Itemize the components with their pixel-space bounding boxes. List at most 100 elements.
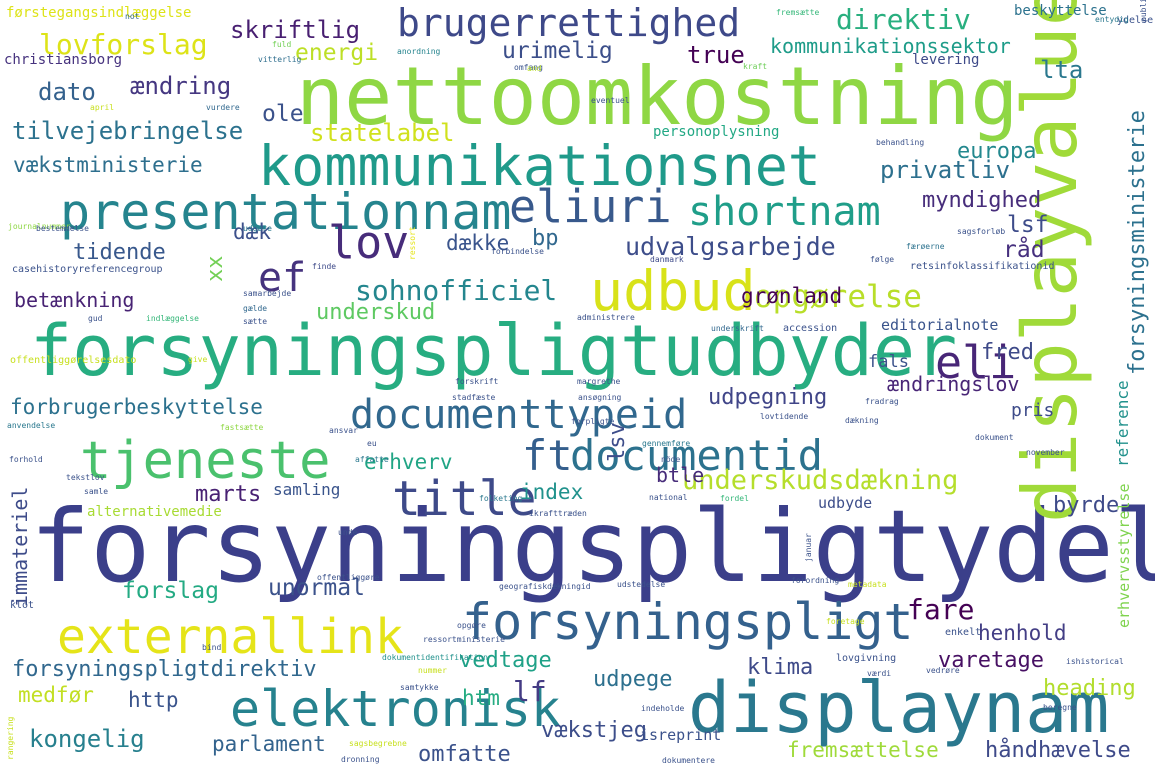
word: forordning <box>791 576 840 585</box>
word: presentationnam <box>60 183 512 241</box>
word: gud <box>88 314 103 323</box>
word: sætte <box>243 317 268 326</box>
word: ikrafttræden <box>529 509 587 518</box>
word: http <box>128 688 179 712</box>
word: forskrift <box>455 377 499 386</box>
word: eu <box>367 439 377 448</box>
word: sagsforløb <box>957 227 1006 236</box>
word: forbindelse <box>491 247 544 256</box>
word: udpege <box>593 667 673 692</box>
word: udbud <box>590 259 756 323</box>
word: gælde <box>243 304 268 313</box>
word: fred <box>981 340 1034 365</box>
word: enkelt <box>945 627 982 638</box>
word: lsv <box>605 422 630 462</box>
word: folketing <box>479 494 523 503</box>
word: personoplysning <box>653 124 780 140</box>
word: forhold <box>9 455 43 464</box>
word: håndhævelse <box>985 738 1131 763</box>
word: kommunikationsnet <box>258 134 821 198</box>
word: nöde <box>661 455 681 464</box>
word: myndighed <box>922 188 1042 213</box>
word: rangering <box>6 716 15 760</box>
word: tilvejebringelse <box>12 117 244 145</box>
word: dokumentidentifikation <box>382 653 488 662</box>
word: ydelse <box>1117 15 1154 26</box>
word: entydig <box>1095 15 1129 24</box>
word: displaynam <box>688 667 1110 749</box>
word: januar <box>804 533 813 562</box>
word: lovgivning <box>836 653 897 664</box>
word: xx <box>203 255 228 283</box>
word: byrde <box>1053 493 1120 518</box>
word: vurdere <box>206 103 240 112</box>
word: danmark <box>650 255 684 264</box>
word: unde <box>338 528 358 537</box>
word: dokument <box>975 433 1014 442</box>
word: klot <box>10 600 35 611</box>
word: lovforslag <box>39 28 208 61</box>
word: national <box>649 493 688 502</box>
word: not <box>125 12 140 21</box>
word: varetage <box>938 648 1044 673</box>
word: editorialnote <box>881 316 999 334</box>
word: beregne <box>1043 703 1077 712</box>
word: give <box>188 355 208 364</box>
word: vitterlig <box>258 55 302 64</box>
word: eliuri <box>509 180 672 233</box>
word: bp <box>532 226 559 251</box>
word: udvalgsarbejde <box>625 232 836 261</box>
word: lovtidende <box>760 412 809 421</box>
word: ft <box>522 431 573 480</box>
word: samling <box>273 480 341 499</box>
word: underskrift <box>711 324 764 333</box>
word: opgørelse <box>754 279 922 315</box>
word: forsyningspligtdirektiv <box>12 657 317 682</box>
word: sohnofficiel <box>355 274 558 307</box>
word: affatte <box>355 455 389 464</box>
word: omfatte <box>418 742 511 767</box>
word: tidende <box>73 240 166 265</box>
word: samle <box>84 487 109 496</box>
word: ressort <box>408 226 417 260</box>
word: publiceringsmedie <box>1139 0 1148 22</box>
word: førstegangsindlæggelse <box>6 5 192 21</box>
word: elektronisk <box>230 680 562 738</box>
word: christiansborg <box>4 52 123 68</box>
word: vækstjeg <box>541 718 647 743</box>
word: kommunikationssektor <box>770 34 1011 58</box>
word: grønland <box>741 284 843 308</box>
word: and <box>527 64 542 73</box>
word: henhold <box>978 621 1067 645</box>
word: pris <box>1011 400 1055 421</box>
word: ishistorical <box>1066 657 1124 666</box>
word: underskudsdækning <box>682 465 959 496</box>
word: forsyningspligtudbyder <box>30 310 958 392</box>
word: unormal <box>268 575 365 601</box>
word: færøerne <box>906 242 945 251</box>
word: lov <box>328 216 410 269</box>
word: documentid <box>570 431 823 480</box>
word: erhverv <box>364 450 453 474</box>
word: shortnam <box>688 189 881 235</box>
word: vedrøre <box>926 666 960 675</box>
word: anordning <box>397 47 441 56</box>
word: dækning <box>845 416 879 425</box>
word: fremsættelse <box>787 738 939 762</box>
word: udpegning <box>708 385 828 410</box>
word: klima <box>747 655 814 680</box>
word: lf <box>513 675 547 708</box>
word: heading <box>1043 676 1136 701</box>
word: fordel <box>720 494 749 503</box>
word: brugerrettighed <box>397 1 741 45</box>
word: administrere <box>577 313 635 322</box>
word: true <box>687 41 745 69</box>
word: råd <box>1003 237 1045 263</box>
word: dæk <box>233 220 271 244</box>
word: fastsætte <box>220 423 264 432</box>
word: dronning <box>341 755 380 764</box>
word: fuld <box>272 40 292 49</box>
word: isreprint <box>640 726 722 744</box>
word: forsyningspligtydelse <box>30 488 1155 605</box>
